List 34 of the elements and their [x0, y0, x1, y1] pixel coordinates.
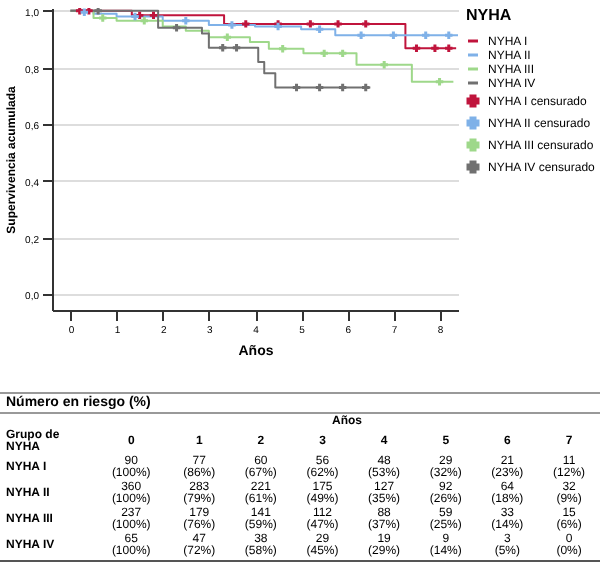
point [389, 31, 398, 39]
point [338, 83, 347, 92]
point [445, 31, 453, 39]
point [223, 33, 232, 41]
point [149, 11, 158, 20]
point [361, 20, 370, 28]
point [228, 21, 236, 29]
point [435, 77, 444, 86]
point [445, 44, 453, 53]
point [218, 43, 227, 52]
point [357, 31, 365, 39]
point [315, 25, 324, 34]
point [182, 17, 190, 25]
point [320, 49, 328, 58]
point [80, 8, 89, 16]
legend-title: NYHA [466, 6, 512, 24]
point [131, 12, 139, 21]
point [361, 83, 370, 92]
point [306, 20, 315, 28]
point [242, 20, 250, 28]
point [338, 49, 347, 58]
point [334, 20, 342, 28]
point [292, 83, 301, 92]
point [140, 17, 149, 25]
point [315, 83, 324, 92]
point [380, 60, 388, 69]
point [172, 24, 181, 32]
point [421, 31, 430, 39]
point [278, 45, 287, 53]
point [431, 44, 439, 53]
point [99, 14, 107, 22]
point [232, 43, 241, 52]
point [94, 8, 102, 15]
point [412, 44, 421, 53]
